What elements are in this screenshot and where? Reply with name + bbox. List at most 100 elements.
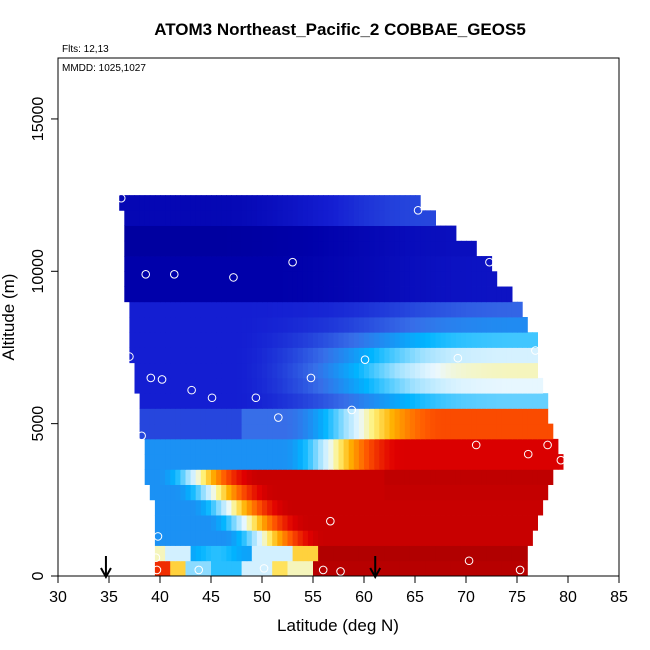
heatmap-cell [481,545,487,562]
heatmap-cell [420,225,426,242]
heatmap-cell [297,256,304,272]
heatmap-cell [246,438,253,455]
heatmap-cell [527,377,533,394]
heatmap-cell [236,362,243,379]
heatmap-cell [333,484,340,501]
heatmap-cell [205,332,212,348]
heatmap-cell [384,484,391,501]
heatmap-cell [466,240,472,257]
heatmap-cell [160,301,166,318]
heatmap-cell [445,377,452,394]
heatmap-cell [440,560,447,577]
heatmap-cell [537,377,544,394]
heatmap-cell [221,530,227,546]
heatmap-cell [231,469,238,485]
heatmap-cell [338,195,345,211]
heatmap-cell [205,393,212,409]
heatmap-cell [190,530,197,546]
heatmap-cell [165,560,171,577]
observation-point [471,440,481,450]
heatmap-cell [267,484,273,501]
heatmap-cell [307,332,314,348]
heatmap-cell [149,332,156,348]
heatmap-cell [251,210,258,226]
heatmap-cell [272,210,278,226]
heatmap-cell [328,545,334,562]
heatmap-cell [282,454,289,470]
heatmap-cell [170,454,176,470]
heatmap-cell [216,271,222,287]
heatmap-cell [328,530,334,546]
heatmap-cell [180,301,187,318]
heatmap-cell [282,423,289,440]
heatmap-cell [302,317,309,333]
heatmap-cell [190,362,197,379]
heatmap-cell [272,317,278,333]
heatmap-cell [160,484,166,501]
heatmap-cell [226,317,232,333]
heatmap-cell [425,256,431,272]
heatmap-cell [404,195,411,211]
heatmap-cell [501,484,508,501]
heatmap-cell [175,438,181,455]
heatmap-cell [496,393,503,409]
heatmap-cell [180,195,187,211]
heatmap-cell [267,515,273,531]
heatmap-cell [369,301,375,318]
heatmap-cell [170,286,176,303]
heatmap-cell [129,301,136,318]
heatmap-cell [323,317,329,333]
heatmap-cell [476,286,482,303]
heatmap-cell [364,301,370,318]
heatmap-cell [348,256,355,272]
heatmap-cell [287,195,294,211]
heatmap-cell [328,286,334,303]
heatmap-cell [307,560,314,577]
heatmap-cell [200,438,207,455]
heatmap-cell [420,515,426,531]
heatmap-cell [348,195,355,211]
heatmap-cell [170,271,176,287]
heatmap-cell [246,560,253,577]
heatmap-cell [511,317,518,333]
heatmap-cell [455,240,462,257]
heatmap-cell [466,377,472,394]
heatmap-cell [404,301,411,318]
heatmap-cell [256,499,263,516]
heatmap-cell [216,347,222,364]
heatmap-cell [307,408,314,425]
flights-label: Flts: 12,13 [62,44,109,55]
heatmap-cell [445,256,452,272]
heatmap-cell [211,362,217,379]
heatmap-cell [256,362,263,379]
heatmap-cell [307,438,314,455]
heatmap-cell [430,560,436,577]
heatmap-cell [369,530,375,546]
heatmap-cell [471,560,477,577]
heatmap-cell [165,515,171,531]
heatmap-cell [384,362,391,379]
heatmap-cell [302,423,309,440]
heatmap-cell [160,286,166,303]
heatmap-cell [517,530,523,546]
heatmap-cell [394,499,401,516]
heatmap-cell [460,469,467,485]
heatmap-cell [272,484,278,501]
heatmap-cell [287,530,294,546]
heatmap-cell [185,362,192,379]
heatmap-cell [404,377,411,394]
heatmap-cell [440,256,447,272]
heatmap-cell [302,393,309,409]
heatmap-cell [160,377,166,394]
heatmap-cell [139,256,146,272]
heatmap-cell [440,347,447,364]
heatmap-cell [246,423,253,440]
heatmap-cell [226,423,232,440]
heatmap-cell [455,377,462,394]
heatmap-cell [445,423,452,440]
heatmap-cell [262,256,268,272]
heatmap-cell [226,530,232,546]
heatmap-cell [211,515,217,531]
heatmap-cell [394,301,401,318]
heatmap-cell [460,560,467,577]
